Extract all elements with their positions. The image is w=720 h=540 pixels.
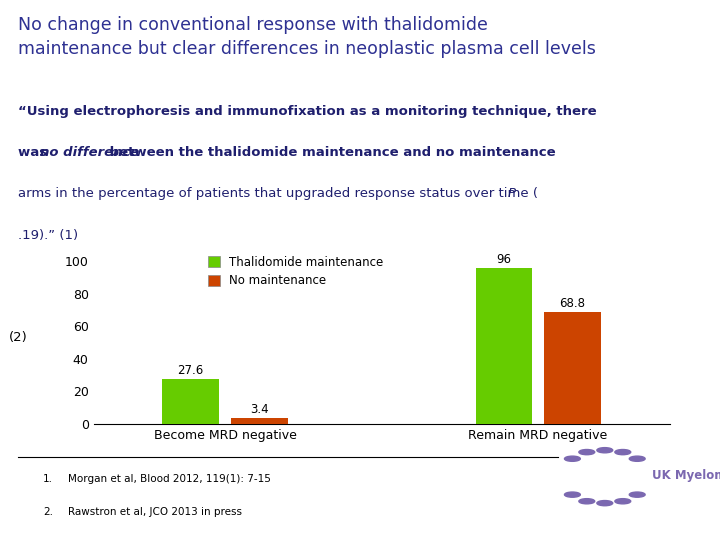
Ellipse shape — [597, 448, 613, 453]
Text: Rawstron et al, JCO 2013 in press: Rawstron et al, JCO 2013 in press — [68, 507, 243, 517]
Bar — [163, 379, 219, 424]
Ellipse shape — [615, 498, 631, 504]
Text: Morgan et al, Blood 2012, 119(1): 7-15: Morgan et al, Blood 2012, 119(1): 7-15 — [68, 474, 271, 484]
Text: UK Myeloma Forum: UK Myeloma Forum — [652, 469, 720, 482]
Text: arms in the percentage of patients that upgraded response status over time (: arms in the percentage of patients that … — [18, 187, 538, 200]
Ellipse shape — [579, 449, 595, 455]
Legend: Thalidomide maintenance, No maintenance: Thalidomide maintenance, No maintenance — [203, 251, 388, 292]
Text: 2.: 2. — [43, 507, 53, 517]
Text: No change in conventional response with thalidomide
maintenance but clear differ: No change in conventional response with … — [18, 16, 596, 58]
Ellipse shape — [564, 456, 580, 461]
Text: “Using electrophoresis and immunofixation as a monitoring technique, there: “Using electrophoresis and immunofixatio… — [18, 105, 597, 118]
Ellipse shape — [579, 498, 595, 504]
Text: .19).” (1): .19).” (1) — [18, 229, 78, 242]
Text: 27.6: 27.6 — [178, 364, 204, 377]
Text: 68.8: 68.8 — [559, 297, 585, 310]
Ellipse shape — [564, 492, 580, 497]
Text: P: P — [508, 187, 516, 200]
Text: was: was — [18, 146, 52, 159]
Ellipse shape — [597, 501, 613, 506]
Text: (2): (2) — [9, 331, 27, 344]
Ellipse shape — [629, 492, 645, 497]
Text: 96: 96 — [496, 253, 511, 266]
Bar — [544, 312, 600, 424]
Text: no difference: no difference — [40, 146, 140, 159]
Text: 1.: 1. — [43, 474, 53, 484]
Text: 3.4: 3.4 — [251, 403, 269, 416]
Bar — [475, 268, 532, 424]
Text: between the thalidomide maintenance and no maintenance: between the thalidomide maintenance and … — [105, 146, 556, 159]
Ellipse shape — [615, 449, 631, 455]
Bar — [231, 418, 288, 424]
Ellipse shape — [629, 456, 645, 461]
